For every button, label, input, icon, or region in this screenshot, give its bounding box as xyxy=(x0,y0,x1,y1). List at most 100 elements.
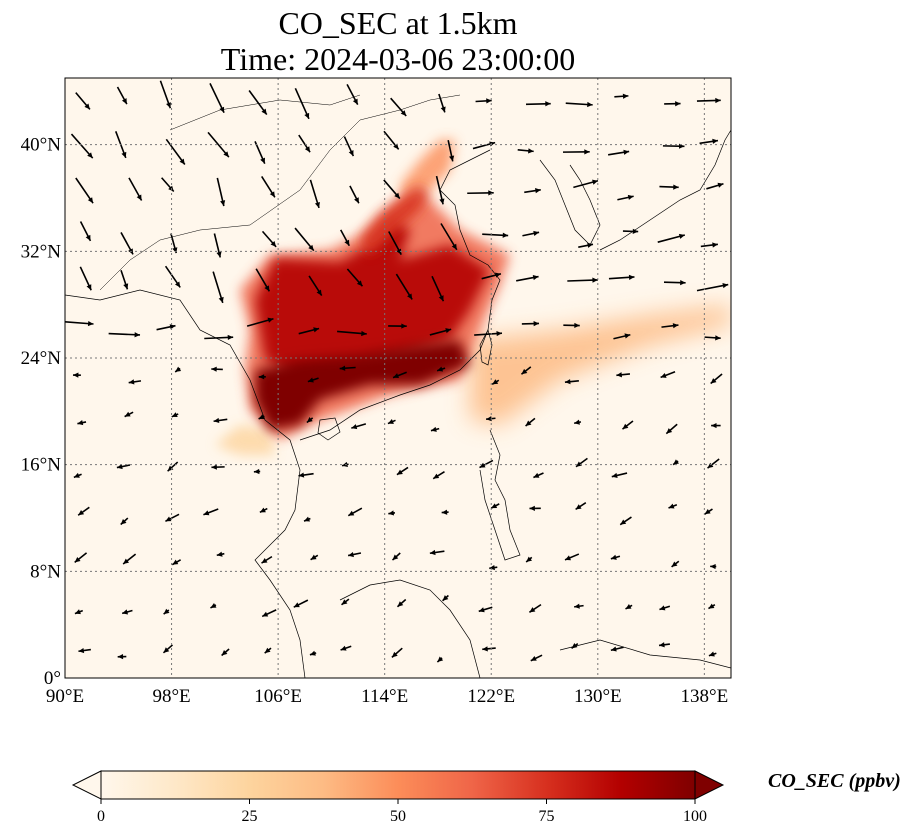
wind-arrow xyxy=(213,417,228,424)
wind-arrow xyxy=(563,322,580,329)
wind-arrow xyxy=(310,554,319,561)
wind-arrow xyxy=(264,647,272,654)
wind-arrow xyxy=(661,323,679,329)
wind-arrow xyxy=(395,273,413,300)
wind-arrow xyxy=(388,510,396,516)
x-axis-ticks: 90°E 98°E 106°E 114°E 122°E 130°E 138°E xyxy=(46,686,728,707)
wind-arrow xyxy=(517,148,534,154)
y-tick-label: 32°N xyxy=(21,241,62,262)
wind-arrow xyxy=(608,274,635,280)
wind-arrow xyxy=(347,551,362,558)
wind-arrow xyxy=(613,333,631,340)
wind-arrow xyxy=(530,654,543,662)
wind-arrow xyxy=(203,508,219,516)
coast-newguinea xyxy=(559,639,731,669)
wind-arrow xyxy=(696,283,729,292)
wind-arrow xyxy=(706,182,724,190)
x-tick-label: 98°E xyxy=(152,686,190,707)
wind-arrow xyxy=(664,101,681,107)
wind-arrow xyxy=(521,320,540,327)
wind-arrow xyxy=(432,471,445,480)
wind-arrow xyxy=(128,177,143,201)
wind-arrow xyxy=(221,648,230,657)
wind-arrow xyxy=(349,185,360,204)
wind-arrow xyxy=(210,603,217,609)
wind-arrow xyxy=(207,131,230,158)
y-axis-ticks: 0° 8°N 16°N 24°N 32°N 40°N xyxy=(21,135,62,689)
y-tick-label: 8°N xyxy=(30,561,61,582)
wind-arrow xyxy=(710,373,723,385)
wind-arrow xyxy=(436,656,444,663)
wind-arrow xyxy=(668,503,678,509)
wind-arrow xyxy=(610,646,624,652)
wind-arrow xyxy=(431,275,445,302)
wind-arrow xyxy=(574,603,584,609)
wind-arrow xyxy=(174,366,182,373)
colorbar-tick-label: 100 xyxy=(683,808,707,825)
wind-arrow xyxy=(388,231,402,256)
wind-arrow xyxy=(346,83,359,106)
wind-arrow xyxy=(340,229,351,247)
wind-arrow xyxy=(298,472,314,478)
wind-arrow xyxy=(429,328,452,336)
wind-arrow xyxy=(383,130,400,150)
wind-arrow xyxy=(622,228,639,235)
colorbar-gradient xyxy=(101,771,695,799)
wind-arrow xyxy=(162,644,174,654)
wind-arrow xyxy=(258,374,266,380)
wind-arrow xyxy=(309,179,320,209)
wind-arrow xyxy=(482,232,509,238)
wind-arrow xyxy=(213,233,222,258)
coast-asia xyxy=(65,289,306,678)
wind-arrow xyxy=(711,422,721,429)
wind-arrow xyxy=(396,598,407,608)
colorbar-tick-label: 25 xyxy=(242,808,258,825)
wind-arrow xyxy=(73,472,82,479)
wind-arrow xyxy=(565,101,593,108)
wind-arrow xyxy=(341,598,350,606)
wind-arrow xyxy=(659,605,671,611)
wind-arrow xyxy=(303,516,311,522)
wind-arrow xyxy=(294,87,310,120)
wind-arrow xyxy=(392,371,407,379)
wind-arrow xyxy=(343,136,355,157)
wind-arrow xyxy=(390,97,407,117)
y-tick-label: 24°N xyxy=(21,348,62,369)
wind-arrow xyxy=(387,419,396,425)
wind-arrow xyxy=(621,420,634,430)
coast-hainan xyxy=(317,417,341,441)
y-tick-label: 40°N xyxy=(21,135,62,156)
wind-arrow xyxy=(435,175,445,205)
coastlines xyxy=(65,94,731,678)
wind-arrow xyxy=(211,464,225,470)
wind-arrow xyxy=(475,98,492,104)
wind-arrow xyxy=(467,190,494,196)
wind-arrow xyxy=(525,101,551,107)
wind-arrow xyxy=(564,553,580,561)
wind-arrow xyxy=(516,274,539,282)
wind-arrow xyxy=(216,551,225,557)
wind-arrow xyxy=(211,366,223,372)
wind-vectors xyxy=(65,80,729,663)
wind-arrow xyxy=(74,552,88,564)
wind-arrow xyxy=(351,423,367,430)
wind-arrow xyxy=(346,268,364,287)
wind-arrow xyxy=(261,230,277,248)
wind-arrow xyxy=(212,271,224,304)
wind-arrow xyxy=(308,275,323,297)
wind-arrow xyxy=(77,506,90,516)
wind-arrow xyxy=(337,330,367,337)
wind-arrow xyxy=(216,177,226,207)
wind-arrow xyxy=(253,468,261,475)
wind-arrow xyxy=(116,463,131,470)
wind-arrow xyxy=(116,86,128,105)
colorbar-extend-max xyxy=(694,770,725,800)
wind-arrow xyxy=(441,509,449,515)
wind-arrow xyxy=(261,609,277,618)
wind-arrow xyxy=(704,508,713,515)
wind-arrow xyxy=(489,564,498,571)
wind-arrow xyxy=(165,138,186,166)
plume-bohai xyxy=(400,140,455,200)
y-tick-label: 16°N xyxy=(21,455,62,476)
wind-arrow xyxy=(578,242,594,248)
